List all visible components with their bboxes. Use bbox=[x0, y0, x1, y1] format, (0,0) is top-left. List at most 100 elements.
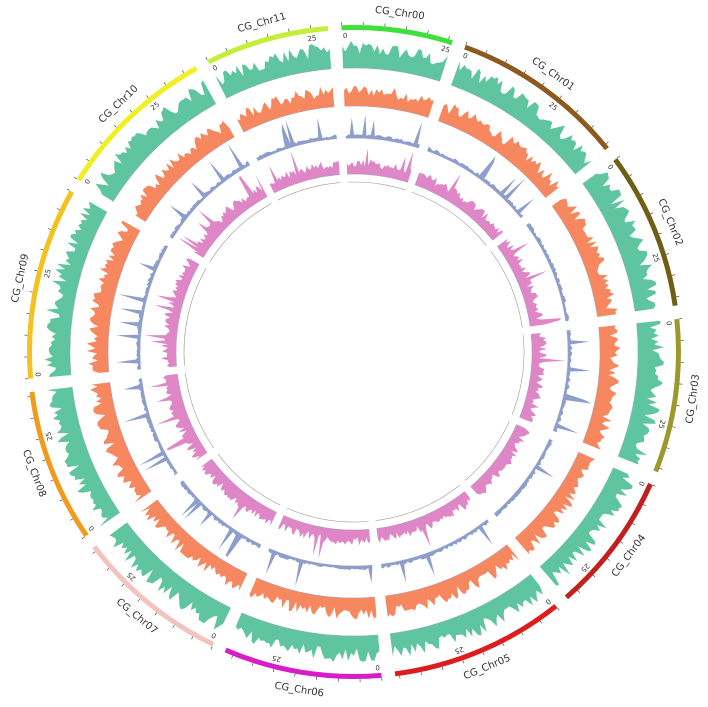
tick-label: 25 bbox=[44, 431, 54, 442]
tick-mark bbox=[66, 188, 70, 191]
track4-chr07 bbox=[200, 458, 277, 527]
tick-mark bbox=[272, 668, 275, 673]
tick-mark bbox=[666, 253, 670, 255]
track2-chr07 bbox=[140, 499, 248, 591]
track3-chr09 bbox=[116, 245, 168, 370]
chromosome-label-chr04: CG_Chr04 bbox=[610, 533, 649, 580]
track-baseline bbox=[69, 211, 108, 376]
track-baseline bbox=[497, 246, 531, 327]
tick-mark bbox=[129, 109, 133, 113]
track2-chr10 bbox=[135, 120, 235, 222]
track-baseline bbox=[451, 84, 576, 175]
tick-label: 0 bbox=[35, 372, 43, 377]
tick-mark bbox=[70, 518, 73, 521]
tick-mark bbox=[73, 176, 77, 180]
track-baseline bbox=[344, 105, 429, 118]
track3-chr03 bbox=[552, 329, 592, 434]
track3-chr04 bbox=[494, 439, 554, 517]
track1-chr07 bbox=[109, 522, 231, 630]
track-baseline bbox=[202, 196, 268, 258]
track3-chr11 bbox=[256, 117, 337, 161]
tick-label: 25 bbox=[126, 570, 138, 582]
track4-chr00 bbox=[346, 148, 414, 183]
track4-chr10 bbox=[177, 174, 268, 258]
track-baseline bbox=[71, 386, 121, 513]
ideogram-ticks: 0 25 0 25 0 25 0 25 0 25 0 25 0 25 0 25 0 25 0 25 0 25 0 25 bbox=[24, 22, 684, 682]
chromosome-label-chr09: CG_Chr09 bbox=[10, 253, 32, 304]
inner-ring-segment bbox=[184, 372, 215, 449]
track-baseline bbox=[157, 499, 248, 574]
track-baseline bbox=[427, 150, 522, 219]
tick-mark bbox=[205, 57, 208, 60]
ideogram-chr04 bbox=[564, 482, 653, 600]
track3-chr07 bbox=[180, 480, 262, 557]
tick-mark bbox=[505, 59, 508, 63]
tick-label: 0 bbox=[462, 52, 469, 61]
track3-chr00 bbox=[345, 114, 423, 149]
tick-mark bbox=[34, 269, 38, 272]
tick-label: 0 bbox=[211, 64, 219, 73]
tick-mark bbox=[210, 646, 213, 650]
track-baseline bbox=[269, 548, 373, 567]
chromosome-label-chr11: CG_Chr11 bbox=[236, 11, 287, 35]
inner-ring-segment bbox=[412, 191, 487, 246]
track-baseline bbox=[551, 205, 598, 317]
tick-mark bbox=[114, 125, 117, 128]
inner-ring-segment bbox=[209, 203, 272, 263]
track-baseline bbox=[470, 424, 517, 487]
tick-label: 0 bbox=[210, 631, 218, 640]
track2-chr11 bbox=[237, 86, 335, 133]
tick-mark bbox=[56, 208, 60, 211]
inner-ring-segment bbox=[286, 507, 369, 523]
tick-mark bbox=[629, 174, 633, 177]
tick-mark bbox=[577, 590, 580, 593]
ideogram-chr03 bbox=[653, 318, 681, 473]
track-baseline bbox=[385, 544, 508, 597]
tick-mark bbox=[542, 82, 545, 86]
tick-mark bbox=[40, 248, 44, 251]
track4-chr04 bbox=[470, 424, 530, 495]
track1-chr04 bbox=[539, 467, 633, 586]
tick-mark bbox=[47, 228, 51, 230]
tick-mark bbox=[441, 666, 444, 670]
tick-mark bbox=[666, 447, 670, 449]
tick-mark bbox=[592, 574, 596, 578]
chromosome-label-chr07: CG_Chr07 bbox=[114, 597, 160, 637]
ideogram-chr09 bbox=[27, 190, 74, 379]
track2-chr00 bbox=[343, 85, 434, 118]
ideogram-chr05 bbox=[394, 604, 558, 677]
tick-mark bbox=[671, 274, 675, 276]
inner-ring-segment bbox=[511, 334, 525, 415]
track2-chr05 bbox=[385, 544, 520, 617]
tick-mark bbox=[163, 82, 166, 85]
tick-mark bbox=[620, 541, 624, 544]
tick-mark bbox=[427, 30, 429, 34]
track4-chr06 bbox=[277, 515, 371, 559]
tick-mark bbox=[59, 499, 63, 502]
tick-label: 0 bbox=[83, 178, 92, 186]
track4-chr05 bbox=[376, 491, 471, 548]
track2-chr03 bbox=[582, 325, 621, 450]
tick-mark bbox=[485, 49, 488, 53]
chromosome-ideogram bbox=[27, 24, 681, 679]
track3-chr10 bbox=[169, 144, 250, 239]
tick-mark bbox=[420, 671, 422, 676]
track1-chr02 bbox=[582, 172, 657, 312]
track-baseline bbox=[177, 373, 208, 453]
track-baseline bbox=[617, 323, 639, 457]
tick-mark bbox=[617, 155, 620, 159]
track-baseline bbox=[141, 378, 178, 474]
tick-mark bbox=[659, 468, 663, 470]
tick-mark bbox=[50, 479, 54, 482]
tick-mark bbox=[643, 504, 647, 507]
tick-label: 25 bbox=[440, 44, 451, 54]
track4-chr01 bbox=[414, 172, 503, 241]
track-baseline bbox=[226, 68, 332, 99]
track4-chr02 bbox=[497, 238, 562, 327]
track-baseline bbox=[175, 263, 200, 367]
tick-mark bbox=[652, 484, 656, 487]
track-baseline bbox=[526, 224, 567, 322]
ideogram-chr08 bbox=[29, 391, 89, 538]
chromosome-label-chr03: CG_Chr03 bbox=[684, 374, 702, 425]
tick-mark bbox=[539, 620, 542, 624]
